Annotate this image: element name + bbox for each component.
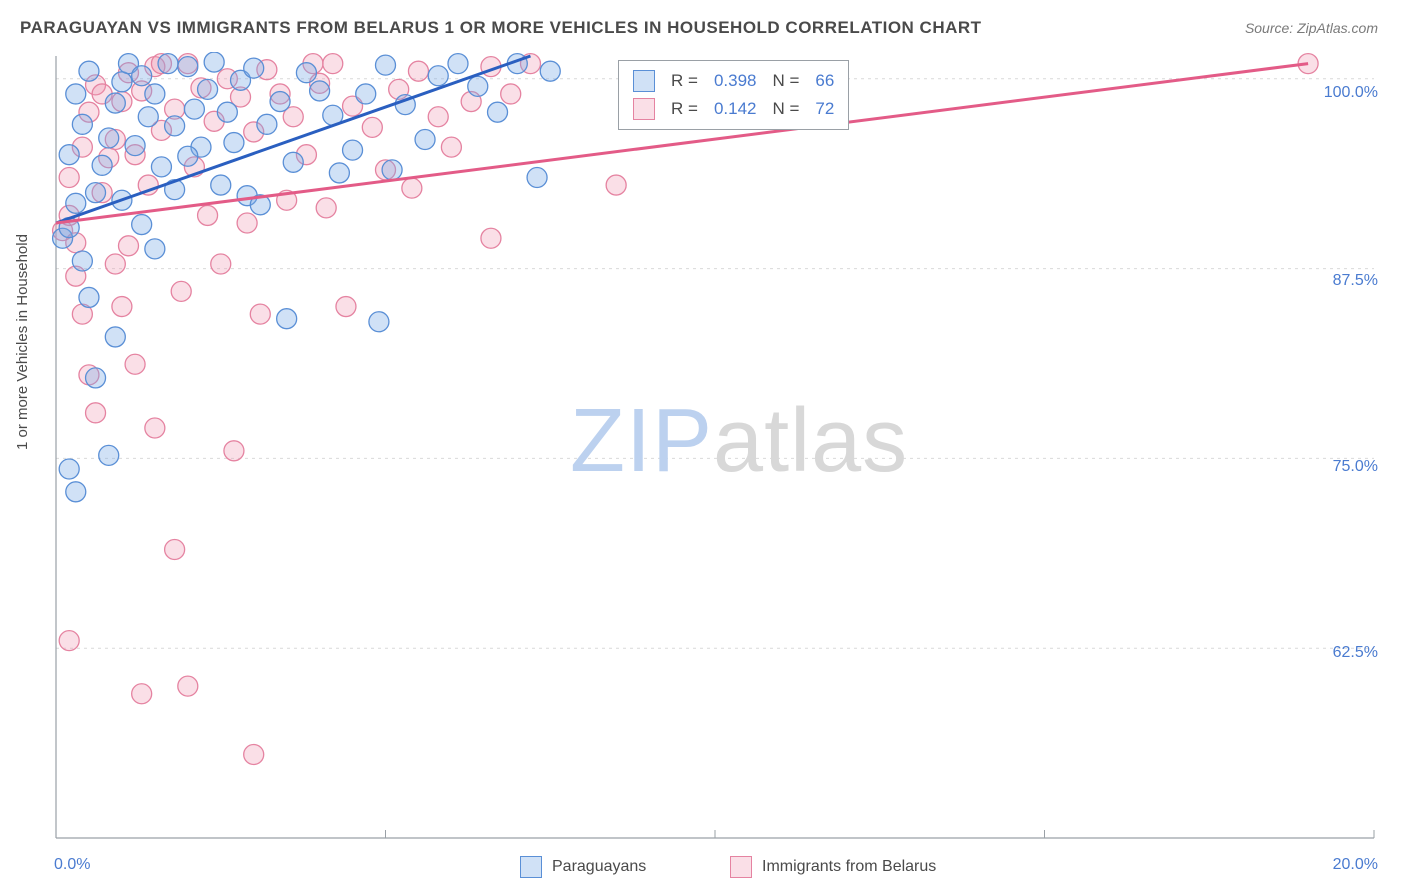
stats-swatch-1 (633, 70, 655, 92)
stats-row-2: R = 0.142 N = 72 (633, 95, 834, 123)
legend-series-1: Paraguayans (520, 856, 646, 878)
scatter-plot (50, 52, 1380, 842)
legend-swatch-2 (730, 856, 752, 878)
legend-label-1: Paraguayans (552, 858, 646, 876)
stats-r-label-1: R = (671, 71, 698, 91)
xtick-0: 0.0% (54, 856, 90, 874)
source-label: Source: ZipAtlas.com (1245, 20, 1378, 36)
stats-n-label-1: N = (772, 71, 799, 91)
stats-panel: R = 0.398 N = 66 R = 0.142 N = 72 (618, 60, 849, 130)
legend-label-2: Immigrants from Belarus (762, 858, 936, 876)
ytick-75: 75.0% (1308, 458, 1378, 476)
y-axis-label: 1 or more Vehicles in Household (14, 234, 31, 450)
stats-r-value-1: 0.398 (714, 71, 757, 91)
chart-title: PARAGUAYAN VS IMMIGRANTS FROM BELARUS 1 … (20, 18, 982, 38)
stats-n-value-1: 66 (815, 71, 834, 91)
legend-series-2: Immigrants from Belarus (730, 856, 936, 878)
ytick-87-5: 87.5% (1308, 272, 1378, 290)
stats-r-label-2: R = (671, 99, 698, 119)
stats-r-value-2: 0.142 (714, 99, 757, 119)
ytick-100: 100.0% (1308, 84, 1378, 102)
stats-row-1: R = 0.398 N = 66 (633, 67, 834, 95)
plot-svg (50, 52, 1380, 842)
stats-n-label-2: N = (772, 99, 799, 119)
stats-n-value-2: 72 (815, 99, 834, 119)
legend-swatch-1 (520, 856, 542, 878)
stats-swatch-2 (633, 98, 655, 120)
xtick-20: 20.0% (1333, 856, 1378, 874)
ytick-62-5: 62.5% (1308, 644, 1378, 662)
